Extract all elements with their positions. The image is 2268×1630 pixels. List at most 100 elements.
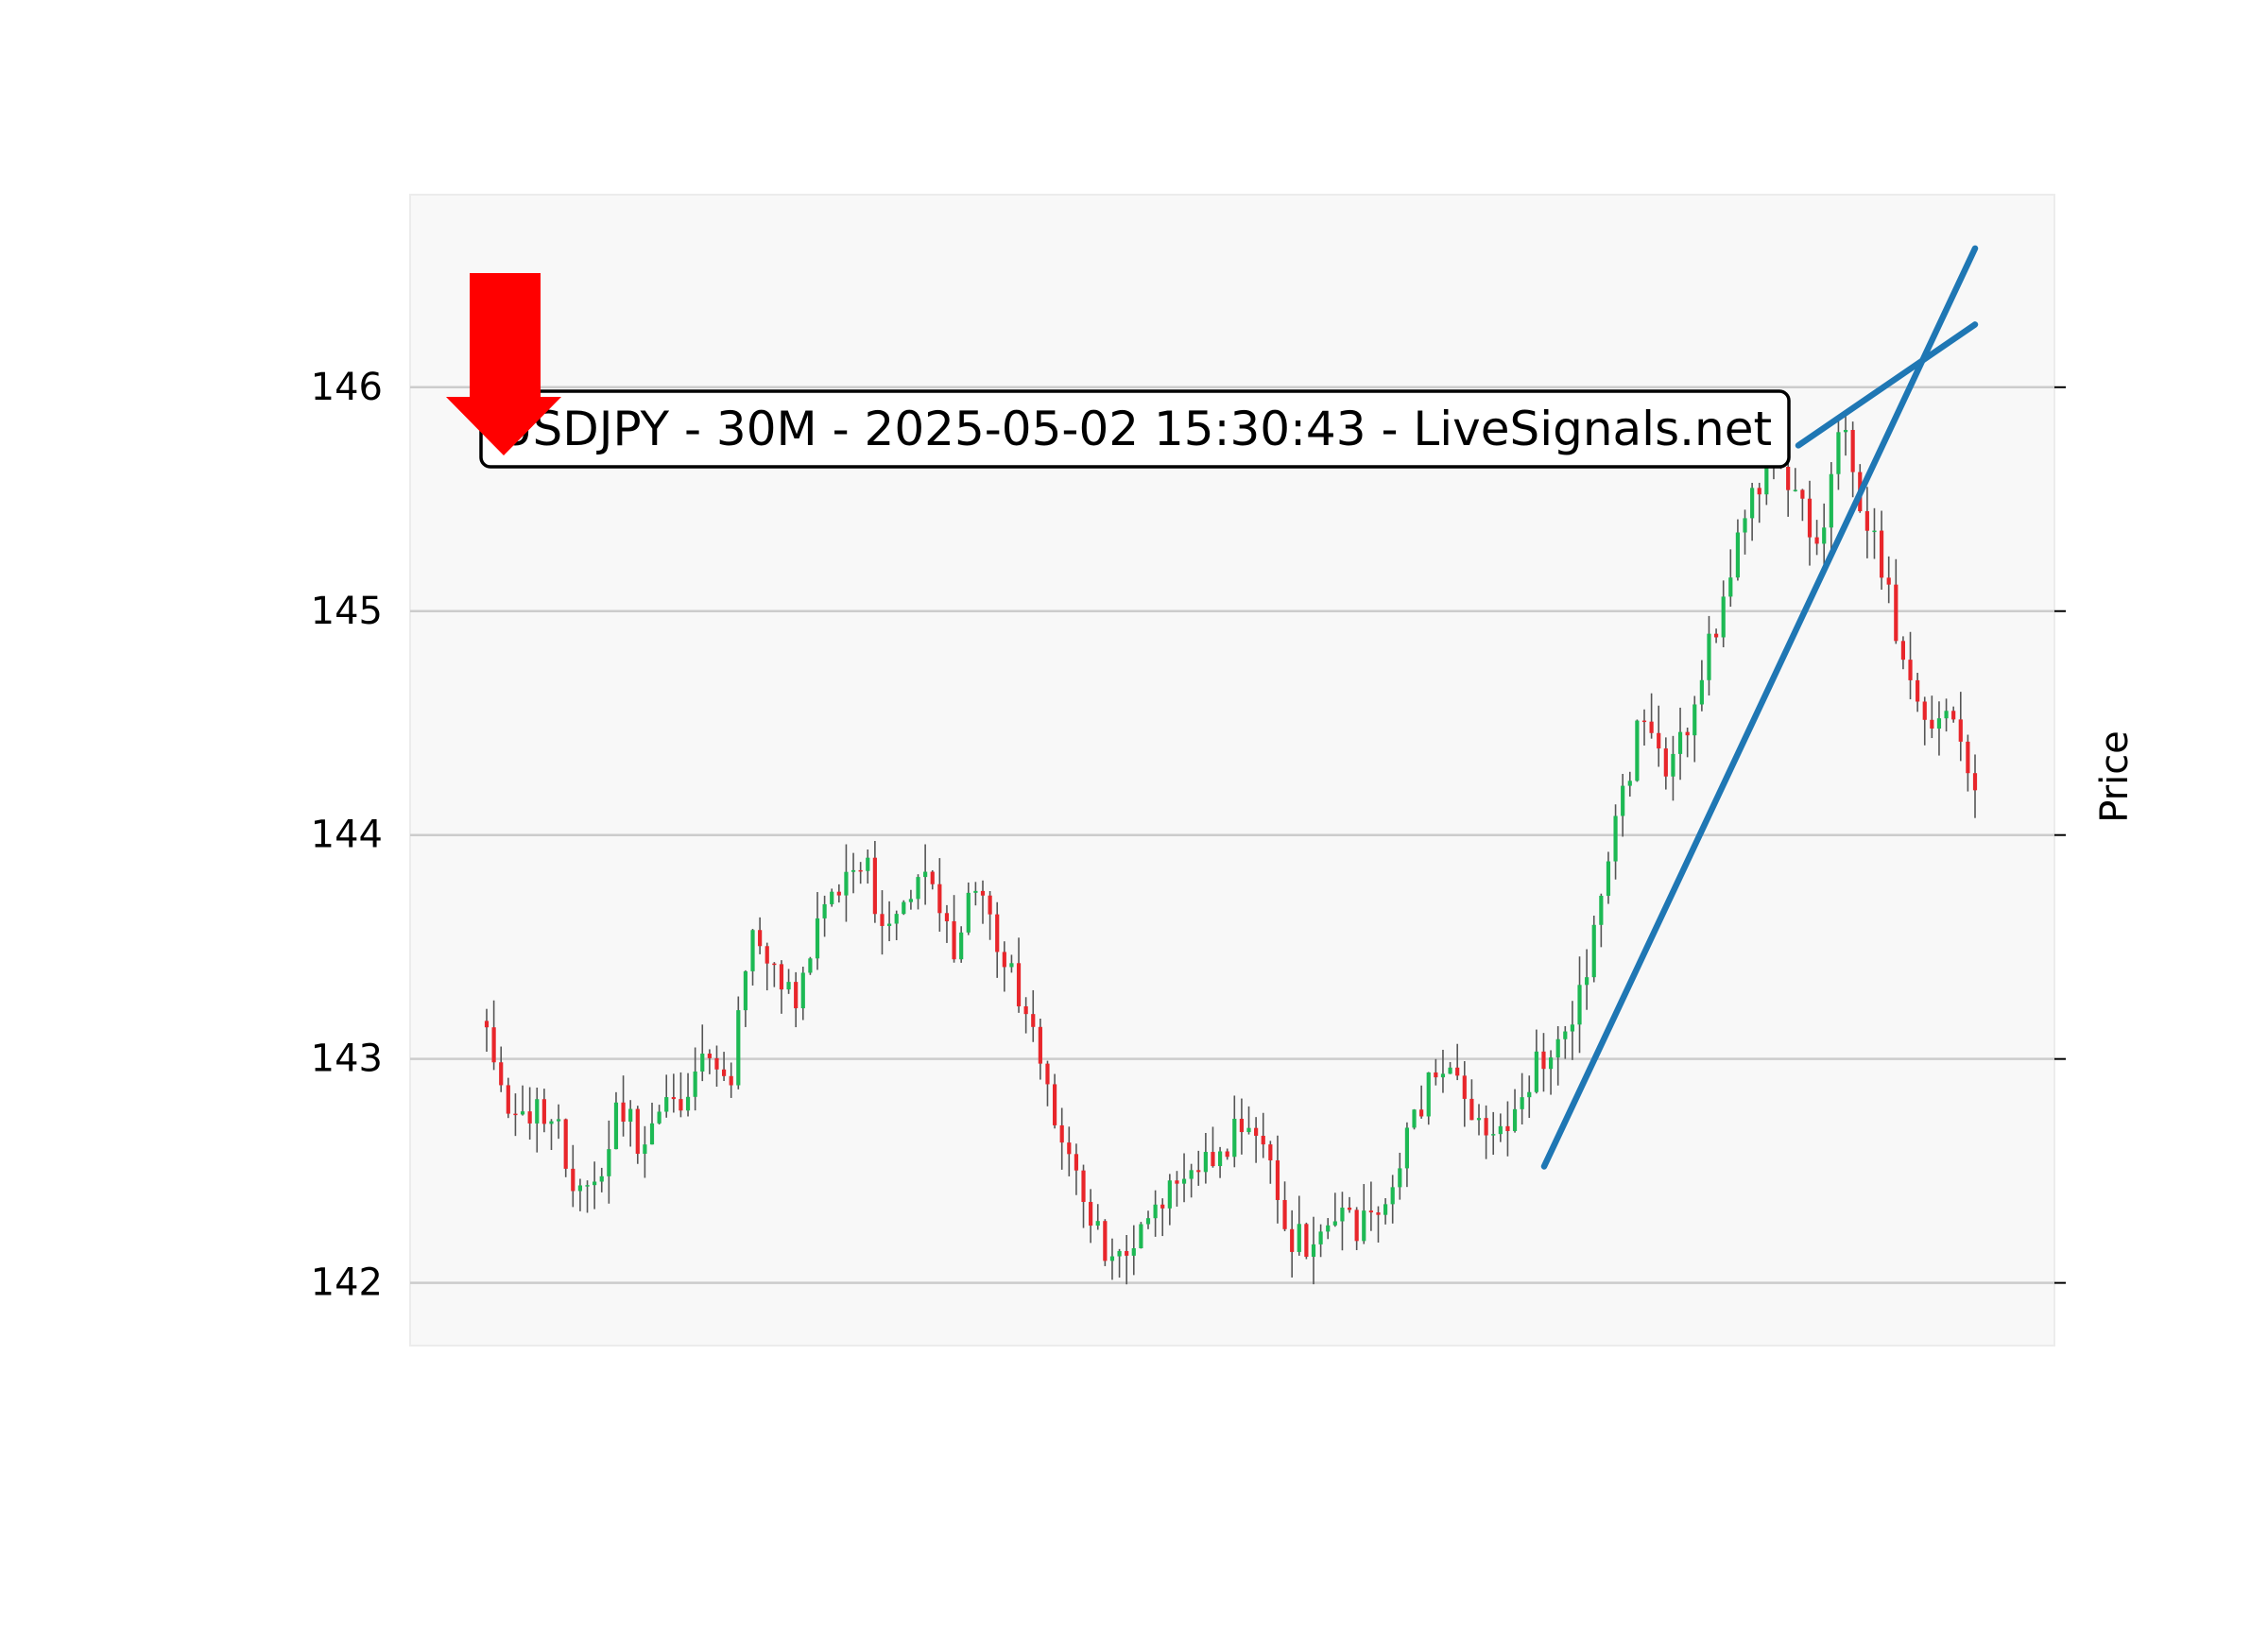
candle-down <box>1930 719 1934 729</box>
candle-up <box>1181 1178 1187 1184</box>
candle-up <box>800 972 805 1009</box>
candle-up <box>1297 1224 1301 1252</box>
candle-down <box>679 1099 683 1111</box>
candle-up <box>1491 1134 1496 1136</box>
y-tick-label: 143 <box>311 1038 383 1081</box>
candle-down <box>1031 1014 1036 1027</box>
trendline <box>1540 245 1979 1170</box>
candle-up <box>649 1123 655 1145</box>
candle-up <box>1534 1051 1538 1092</box>
candle-up <box>822 903 827 918</box>
candle-up <box>1398 1168 1402 1188</box>
candle-up <box>1383 1204 1388 1215</box>
candle-up <box>830 891 834 904</box>
candle-up <box>1217 1151 1223 1167</box>
candle-up <box>549 1121 554 1124</box>
candle-up <box>908 899 914 902</box>
candle-down <box>1160 1204 1165 1209</box>
candle-down <box>980 890 986 896</box>
candle-up <box>1591 924 1596 978</box>
candle-down <box>714 1057 719 1070</box>
candle-up <box>1498 1125 1503 1135</box>
candle-up <box>1671 753 1675 777</box>
candle-up <box>1139 1224 1143 1249</box>
candle-up <box>1095 1221 1100 1227</box>
candle-down <box>1347 1208 1352 1210</box>
candle-up <box>973 890 978 893</box>
candle-up <box>750 930 755 971</box>
candle-down <box>621 1102 626 1123</box>
candle-down <box>563 1119 568 1169</box>
candle-up <box>1131 1248 1136 1256</box>
candle-up <box>1585 977 1589 986</box>
candle-up <box>1548 1057 1554 1070</box>
candle-up <box>1635 720 1640 781</box>
candle-down <box>1649 721 1654 733</box>
candle-down <box>758 930 763 947</box>
candle-up <box>585 1185 590 1187</box>
candle-up <box>1512 1108 1518 1131</box>
candle-up <box>894 914 899 924</box>
candle-down <box>1462 1075 1467 1099</box>
candle-down <box>1807 498 1813 538</box>
candle-up <box>664 1097 669 1112</box>
candle-down <box>1067 1142 1072 1155</box>
candle-up <box>902 901 906 915</box>
candle-down <box>1052 1084 1057 1125</box>
y-tick-label: 144 <box>311 814 383 857</box>
candle-down <box>858 869 863 872</box>
candle-up <box>607 1149 611 1176</box>
candle-down <box>1685 731 1690 736</box>
candle-up <box>1153 1204 1158 1219</box>
candle-up <box>1440 1073 1446 1078</box>
candle-up <box>1332 1221 1337 1226</box>
candle-up <box>520 1111 525 1115</box>
candle-down <box>527 1111 532 1124</box>
candle-up <box>1872 530 1877 533</box>
candle-up <box>1829 473 1833 528</box>
candle-down <box>499 1062 504 1086</box>
candle-down <box>1282 1199 1287 1229</box>
candle-up <box>1232 1118 1237 1158</box>
candle-up <box>1692 704 1697 736</box>
candle-down <box>1541 1051 1546 1070</box>
candle-down <box>1045 1063 1050 1085</box>
candle-down <box>1972 773 1978 791</box>
candle-down <box>1125 1250 1129 1256</box>
candle-up <box>693 1071 697 1097</box>
candle-up <box>1721 596 1726 638</box>
candle-up <box>1793 489 1797 491</box>
candle-up <box>685 1096 691 1111</box>
candle-down <box>1663 748 1668 777</box>
candle-up <box>916 877 920 900</box>
candle-down <box>1786 466 1791 490</box>
candle-down <box>1023 1005 1028 1015</box>
candle-down <box>995 914 1000 952</box>
candle-up <box>1318 1231 1323 1244</box>
candle-up <box>628 1108 633 1123</box>
candle-up <box>1764 460 1769 495</box>
candle-up <box>1527 1091 1532 1098</box>
candle-up <box>1426 1072 1431 1117</box>
candle-up <box>1246 1127 1251 1133</box>
candle-down <box>1800 489 1805 499</box>
candle-down <box>930 871 935 884</box>
candle-up <box>1563 1031 1568 1039</box>
candle-down <box>944 913 950 921</box>
candle-up <box>866 857 870 871</box>
candle-up <box>1117 1250 1122 1257</box>
candle-up <box>1621 785 1625 816</box>
candle-up <box>1577 985 1582 1025</box>
candle-down <box>1368 1210 1373 1213</box>
candle-down <box>1455 1067 1460 1076</box>
candle-up <box>535 1099 540 1124</box>
candle-up <box>700 1054 705 1072</box>
candle-up <box>743 970 748 1011</box>
grid-lines <box>410 386 2054 1284</box>
candle-up <box>966 892 971 933</box>
candle-down <box>1002 952 1006 968</box>
candle-up <box>1735 532 1741 578</box>
candle-up <box>1627 781 1632 786</box>
candle-down <box>1038 1026 1042 1064</box>
candle-up <box>599 1175 604 1182</box>
